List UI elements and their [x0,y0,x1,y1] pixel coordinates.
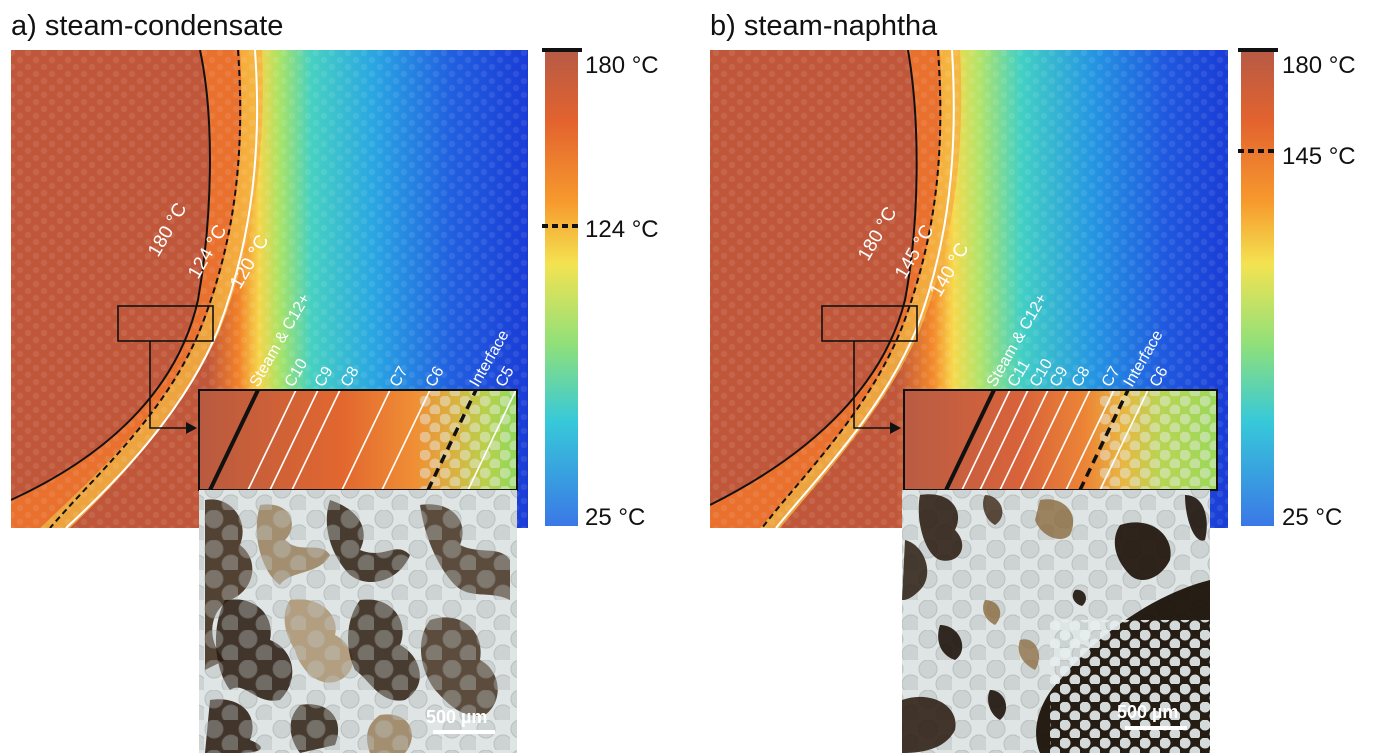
zoom-box-b [821,305,918,342]
micrograph-a [199,490,517,753]
isotherm-line-140-b [775,50,955,528]
panel-b-title: b) steam-naphtha [710,10,938,42]
colorbar-a-top-label: 180 °C [585,52,659,79]
inset-strip-b [903,389,1218,491]
zoom-arrowhead-b [890,422,901,434]
panel-a: a) steam-condensate 180 °C 124 °C 120 °C [11,10,659,753]
zoom-arrow-b [853,341,894,429]
zoom-arrow-a [149,341,190,429]
scale-bar-label-b: 500 µm [1117,702,1178,722]
micrograph-b [902,490,1210,753]
colorbar-b-bottom-label: 25 °C [1282,504,1342,531]
zoom-arrowhead-a [186,422,197,434]
scale-bar-label-a: 500 µm [426,707,487,727]
isotherm-line-120-a [65,50,259,528]
scale-bar-a [433,730,495,734]
inset-strip-a [198,389,518,491]
panel-b: b) steam-naphtha 180 °C 145 °C 140 °C [710,10,1356,753]
isotherm-line-180-a [11,50,211,501]
colorbar-a-mid-label: 124 °C [585,216,659,243]
isotherm-line-180-b [710,50,918,506]
isotherm-line-124-a [49,50,242,528]
colorbar-a [542,48,582,526]
scale-bar-b [1125,726,1187,730]
panel-a-title: a) steam-condensate [11,10,283,42]
colorbar-b-top-label: 180 °C [1282,52,1356,79]
zoom-box-a [117,305,214,342]
colorbar-a-bottom-label: 25 °C [585,504,645,531]
colorbar-b-mid-label: 145 °C [1282,143,1356,170]
colorbar-b [1238,48,1278,526]
